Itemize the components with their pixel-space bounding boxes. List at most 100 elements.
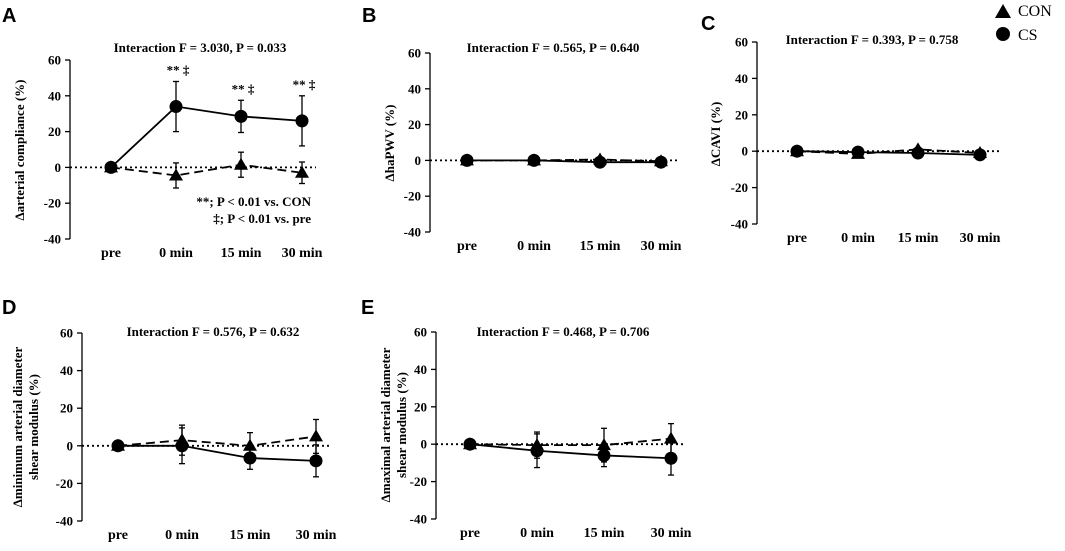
data-point-cs	[530, 444, 544, 458]
data-point-cs	[597, 448, 611, 462]
legend-label-cs: CS	[1018, 27, 1038, 44]
chart-panel-a: A Interaction F = 3.030, P = 0.033 -40 -20 0…	[2, 5, 323, 261]
panel-letter: C	[701, 13, 715, 35]
y-tick-label: 0	[421, 437, 428, 452]
x-tick-label: 30 min	[296, 528, 337, 543]
series-line	[117, 435, 317, 447]
data-point-con	[243, 438, 257, 451]
data-point-cs	[851, 145, 865, 159]
chart-title: Interaction F = 0.393, P = 0.758	[786, 32, 959, 47]
data-point-con	[295, 165, 309, 178]
y-axis-label: Δmaximal arterial diametershear modulus …	[378, 347, 409, 502]
series-line	[796, 150, 981, 156]
legend-label-con: CON	[1018, 3, 1052, 20]
x-tick-label: 15 min	[580, 239, 621, 254]
y-tick-label: -40	[410, 512, 427, 527]
y-axis-label-line: Δminimum arterial diameter	[10, 347, 25, 508]
y-tick-label: 40	[60, 363, 73, 378]
legend-marker-cs	[996, 27, 1010, 41]
significance-marker: ** ‡	[293, 77, 316, 92]
series-cs	[463, 433, 678, 476]
series-con	[460, 152, 668, 167]
y-tick-label: 20	[414, 399, 427, 414]
y-axis-label-line: Δmaximal arterial diameter	[378, 347, 393, 502]
y-tick-label: 40	[408, 81, 421, 96]
series-line	[469, 437, 672, 447]
legend: CON CS	[995, 3, 1052, 44]
y-tick-label: -20	[56, 476, 73, 491]
data-point-cs	[463, 437, 477, 451]
data-point-cs	[593, 155, 607, 169]
data-point-cs	[790, 144, 804, 158]
y-tick-label: -40	[56, 514, 73, 529]
y-tick-label: -20	[731, 180, 748, 195]
y-tick-label: 40	[48, 88, 61, 103]
x-tick-label: 0 min	[517, 239, 551, 254]
series-con	[111, 418, 323, 460]
y-tick-label: 0	[67, 438, 74, 453]
data-point-cs	[111, 439, 125, 453]
y-tick-label: 0	[415, 153, 422, 168]
y-tick-label: -20	[404, 189, 421, 204]
x-tick-label: 15 min	[221, 246, 262, 261]
chart-panel-b: B Interaction F = 0.565, P = 0.640 -40 -20 0…	[362, 5, 682, 254]
series-con	[104, 151, 309, 189]
y-axis-label: ΔhaPWV (%)	[382, 105, 397, 182]
y-tick-label: 0	[742, 144, 749, 159]
y-tick-label: 0	[55, 160, 62, 175]
y-tick-label: -20	[410, 474, 427, 489]
y-tick-label: -40	[731, 217, 748, 232]
y-tick-label: 40	[414, 362, 427, 377]
y-tick-label: 60	[60, 326, 73, 341]
y-axis-label: Δarterial compliance (%)	[12, 80, 27, 221]
chart-title: Interaction F = 0.565, P = 0.640	[467, 40, 640, 55]
data-point-con	[664, 431, 678, 444]
x-tick-label: 0 min	[159, 246, 193, 261]
x-tick-label: 30 min	[960, 231, 1001, 246]
x-tick-label: 30 min	[651, 526, 692, 541]
y-tick-label: 40	[735, 71, 748, 86]
legend-marker-con	[995, 4, 1011, 18]
data-point-cs	[295, 114, 309, 128]
data-point-cs	[309, 454, 323, 468]
y-tick-label: 60	[48, 53, 61, 68]
x-tick-label: 15 min	[584, 526, 625, 541]
y-axis-label-line: shear modulus (%)	[26, 374, 41, 480]
y-tick-label: 20	[735, 107, 748, 122]
series-cs	[104, 80, 309, 174]
series-line	[469, 443, 672, 460]
panel-letter: D	[2, 297, 16, 319]
y-tick-label: 20	[408, 117, 421, 132]
data-point-cs	[169, 100, 183, 114]
y-tick-label: -40	[44, 232, 61, 247]
series-cs	[790, 144, 987, 162]
y-axis-label-line: shear modulus (%)	[394, 372, 409, 478]
annotation-note: **; P < 0.01 vs. CON	[196, 194, 311, 209]
x-tick-label: 0 min	[841, 231, 875, 246]
significance-marker: ** ‡	[167, 62, 190, 77]
data-point-cs	[527, 153, 541, 167]
x-tick-label: 30 min	[641, 239, 682, 254]
data-point-con	[309, 429, 323, 442]
y-tick-label: 20	[60, 401, 73, 416]
chart-panel-e: E Interaction F = 0.468, P = 0.706 -40 -20 0…	[361, 297, 692, 541]
x-tick-label: pre	[457, 239, 477, 254]
data-point-cs	[460, 153, 474, 167]
y-tick-label: -20	[44, 196, 61, 211]
series-line	[110, 163, 303, 177]
chart-panel-d: D Interaction F = 0.576, P = 0.632 -40 -20 0…	[2, 297, 337, 543]
series-cs	[111, 427, 323, 478]
data-point-cs	[911, 146, 925, 160]
y-axis-label: ΔCAVI (%)	[708, 102, 723, 167]
data-point-cs	[973, 148, 987, 162]
panel-letter: A	[2, 5, 16, 27]
data-point-cs	[104, 160, 118, 174]
x-tick-label: pre	[101, 246, 121, 261]
panels-group: A Interaction F = 3.030, P = 0.033 -40 -20 0…	[2, 5, 1001, 543]
chart-title: Interaction F = 0.576, P = 0.632	[127, 324, 300, 339]
data-point-cs	[243, 451, 257, 465]
x-tick-label: 0 min	[520, 526, 554, 541]
chart-title: Interaction F = 3.030, P = 0.033	[114, 40, 287, 55]
x-tick-label: pre	[460, 526, 480, 541]
